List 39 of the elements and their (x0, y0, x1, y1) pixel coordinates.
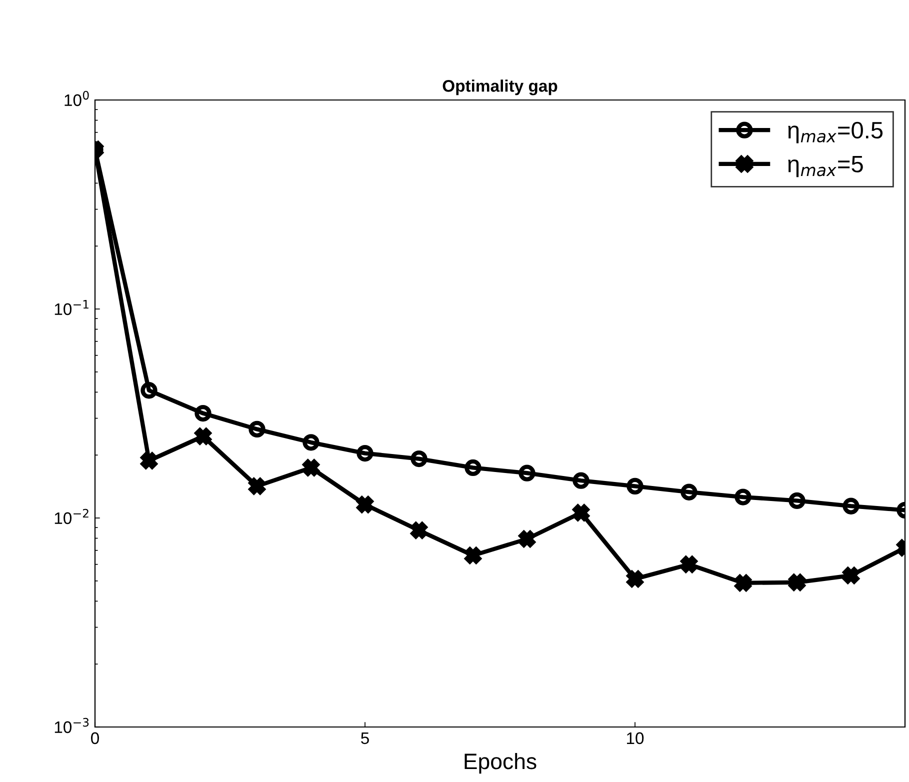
point (248, 420, 266, 438)
point (842, 498, 860, 514)
x-tick-label: 5 (361, 732, 369, 744)
point (572, 504, 590, 522)
point (356, 496, 374, 513)
point (626, 478, 644, 495)
point (194, 428, 212, 445)
point (302, 434, 320, 451)
y-tick-label: 10$^{−3}$ (54, 718, 89, 734)
point (194, 404, 212, 422)
point (680, 484, 698, 500)
point (410, 450, 428, 468)
y-tick-label: 10$^{−1}$ (54, 300, 88, 316)
y-tick-label: 10$^{0}$ (64, 90, 89, 106)
point (410, 522, 428, 539)
x-tick-label: 0 (91, 732, 99, 744)
point (248, 478, 266, 495)
point (842, 567, 860, 584)
point (464, 459, 482, 476)
x-tick-label: 10 (627, 732, 644, 744)
chart-title: Optimality gap (442, 80, 558, 96)
point (464, 547, 482, 564)
point (518, 530, 536, 548)
legend-label: η$_{max}$=5 (788, 156, 863, 178)
point (626, 570, 644, 588)
point (140, 382, 158, 399)
point (356, 444, 374, 462)
point (734, 574, 752, 592)
y-tick-label: 10$^{−2}$ (54, 508, 88, 524)
point (788, 492, 806, 510)
point (302, 459, 320, 476)
point (140, 452, 158, 470)
x-axis-title: Epochs (464, 752, 536, 774)
legend-label: η$_{max}$=0.5 (788, 122, 883, 144)
point (680, 556, 698, 573)
point (572, 472, 590, 489)
point (518, 464, 536, 482)
point (734, 488, 752, 506)
point (788, 574, 806, 591)
